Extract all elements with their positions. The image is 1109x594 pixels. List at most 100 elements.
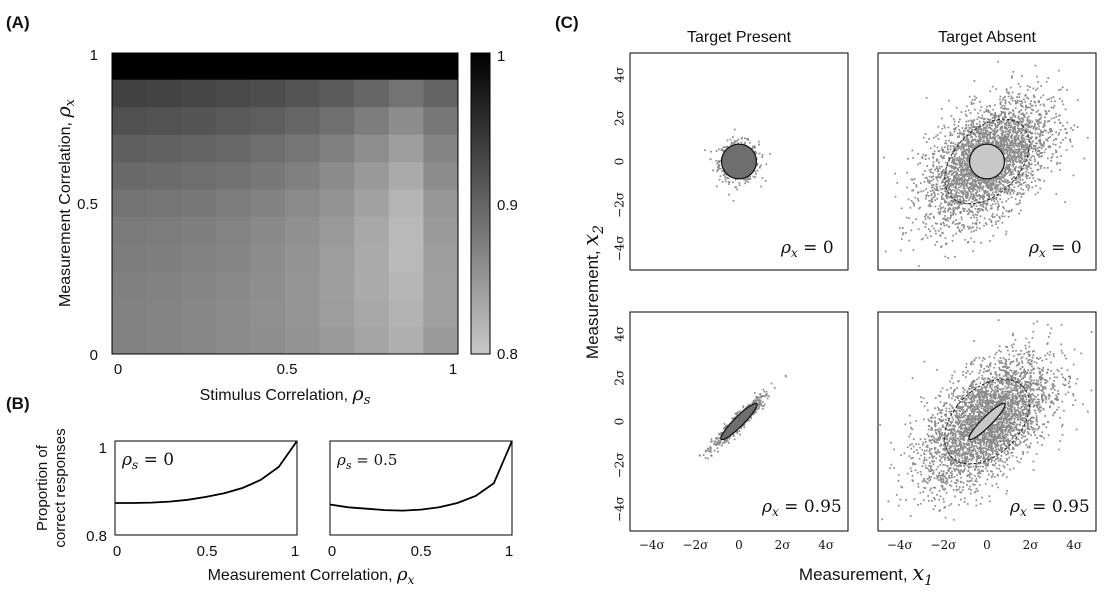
scatter-point bbox=[960, 145, 962, 148]
scatter-point bbox=[983, 180, 985, 182]
scatter-point bbox=[1003, 116, 1006, 118]
scatter-point bbox=[1050, 157, 1053, 159]
scatter-point bbox=[906, 171, 908, 174]
scatter-point bbox=[1029, 130, 1031, 133]
scatter-point bbox=[948, 180, 950, 182]
scatter-point bbox=[1003, 174, 1006, 177]
scatter-point bbox=[1009, 86, 1012, 89]
scatter-point bbox=[948, 99, 950, 102]
scatter-point bbox=[946, 185, 949, 188]
scatter-point bbox=[967, 241, 969, 244]
scatter-point bbox=[1017, 149, 1019, 151]
scatter-point bbox=[988, 104, 991, 107]
scatter-point bbox=[969, 187, 972, 190]
scatter-point bbox=[750, 417, 753, 419]
scatter-point bbox=[978, 179, 980, 182]
scatter-point bbox=[1009, 142, 1011, 145]
scatter-point bbox=[976, 179, 979, 182]
scatter-point bbox=[956, 181, 958, 184]
heatmap-cell bbox=[388, 189, 424, 218]
scatter-point bbox=[982, 201, 985, 204]
scatter-point bbox=[1008, 92, 1011, 95]
scatter-point bbox=[1029, 122, 1032, 124]
scatter-point bbox=[755, 399, 757, 402]
scatter-point bbox=[986, 198, 989, 201]
scatter-point bbox=[989, 240, 991, 242]
scatter-point bbox=[1002, 176, 1004, 178]
scatter-point bbox=[982, 131, 985, 134]
scatter-point bbox=[924, 170, 926, 172]
heatmap-cell bbox=[285, 326, 321, 355]
scatter-point bbox=[961, 151, 964, 154]
scatter-point bbox=[1039, 103, 1042, 106]
scatter-point bbox=[732, 435, 735, 437]
scatter-point bbox=[966, 180, 969, 183]
scatter-point bbox=[959, 231, 962, 233]
scatter-point bbox=[944, 215, 946, 217]
scatter-point bbox=[1022, 145, 1024, 148]
scatter-point bbox=[995, 139, 998, 142]
scatter-point bbox=[952, 158, 955, 161]
scatter-point bbox=[975, 143, 978, 145]
scatter-point bbox=[940, 170, 943, 173]
scatter-point bbox=[951, 150, 954, 153]
heatmap-x-tick-0: 0 bbox=[114, 361, 122, 378]
scatter-point bbox=[1026, 116, 1029, 119]
scatter-point bbox=[1006, 182, 1009, 184]
scatter-point bbox=[1015, 193, 1018, 196]
scatter-point bbox=[990, 121, 993, 124]
scatter-point bbox=[719, 175, 722, 177]
scatter-point bbox=[1002, 116, 1004, 119]
scatter-point bbox=[936, 197, 939, 200]
scatter-point bbox=[950, 115, 953, 117]
scatter-point bbox=[1019, 176, 1022, 179]
scatter-point bbox=[1017, 154, 1020, 156]
scatter-point bbox=[981, 209, 984, 212]
scatter-point bbox=[1031, 150, 1034, 153]
scatter-point bbox=[966, 192, 969, 194]
scatter-point bbox=[1004, 96, 1006, 98]
scatter-point bbox=[1027, 106, 1030, 109]
scatter-point bbox=[981, 135, 984, 137]
scatter-point bbox=[737, 138, 740, 141]
scatter-point bbox=[952, 118, 955, 120]
scatter-point bbox=[983, 139, 985, 142]
scatter-point bbox=[991, 207, 993, 209]
scatter-point bbox=[935, 167, 938, 170]
scatter-point bbox=[1010, 151, 1013, 154]
scatter-point bbox=[1037, 119, 1040, 122]
scatter-point bbox=[972, 122, 975, 125]
scatter-point bbox=[972, 174, 975, 177]
scatter-point bbox=[906, 186, 909, 189]
scatter-point bbox=[1016, 191, 1019, 194]
heatmap-cell bbox=[354, 106, 390, 135]
scatter-point bbox=[1003, 140, 1006, 142]
scatter-point bbox=[1049, 131, 1052, 133]
scatter-point bbox=[990, 142, 992, 145]
scatter-point bbox=[1014, 125, 1017, 128]
scatter-point bbox=[910, 200, 913, 202]
scatter-point bbox=[936, 146, 939, 149]
scatter-point bbox=[1002, 111, 1005, 113]
scatter-point bbox=[962, 167, 964, 170]
scatter-point bbox=[1058, 69, 1060, 72]
scatter-point bbox=[773, 387, 776, 389]
scatter-point bbox=[1030, 172, 1032, 175]
heatmap-cell bbox=[112, 189, 148, 218]
scatter-point bbox=[972, 185, 975, 188]
scatter-point bbox=[1039, 187, 1042, 190]
scatter-point bbox=[966, 179, 969, 182]
scatter-point bbox=[976, 190, 979, 193]
scatter-point bbox=[1019, 157, 1021, 159]
scatter-point bbox=[967, 167, 969, 170]
scatter-point bbox=[973, 216, 976, 219]
scatter-point bbox=[1038, 178, 1041, 181]
scatter-point bbox=[985, 132, 988, 135]
scatter-point bbox=[969, 146, 972, 149]
scatter-point bbox=[995, 196, 998, 199]
scatter-point bbox=[1026, 147, 1029, 150]
scatter-point bbox=[948, 202, 950, 204]
scatter-point bbox=[955, 201, 958, 204]
scatter-point bbox=[992, 136, 995, 139]
scatter-point bbox=[974, 197, 977, 200]
